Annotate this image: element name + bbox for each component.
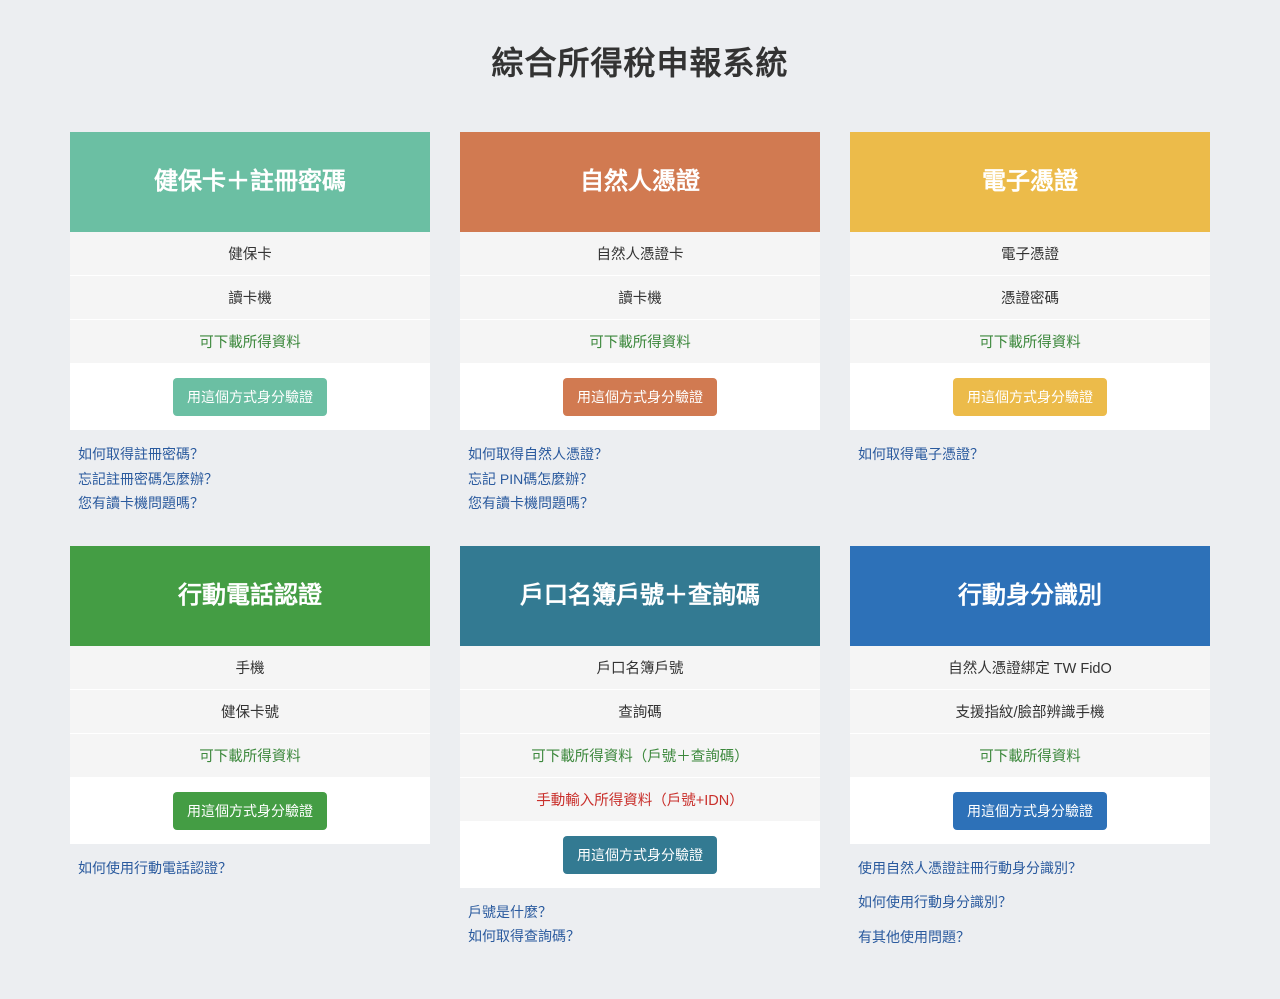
help-link[interactable]: 如何使用行動電話認證？ xyxy=(78,856,422,881)
button-row: 用這個方式身分驗證 xyxy=(70,778,430,844)
help-link[interactable]: 您有讀卡機問題嗎？ xyxy=(468,491,812,516)
requirement-item: 可下載所得資料 xyxy=(70,734,430,778)
authenticate-button[interactable]: 用這個方式身分驗證 xyxy=(173,378,327,416)
help-link[interactable]: 如何取得查詢碼？ xyxy=(468,924,812,949)
requirement-item: 健保卡 xyxy=(70,232,430,276)
requirement-item: 健保卡號 xyxy=(70,690,430,734)
help-links: 戶號是什麼？如何取得查詢碼？ xyxy=(460,888,820,949)
help-link[interactable]: 忘記註冊密碼怎麼辦？ xyxy=(78,467,422,492)
requirement-item: 手動輸入所得資料（戶號+IDN） xyxy=(460,778,820,822)
auth-card-electronic-cert: 電子憑證電子憑證憑證密碼可下載所得資料用這個方式身分驗證如何取得電子憑證？ xyxy=(850,132,1210,516)
authenticate-button[interactable]: 用這個方式身分驗證 xyxy=(953,792,1107,830)
requirement-item: 查詢碼 xyxy=(460,690,820,734)
help-link[interactable]: 忘記 PIN碼怎麼辦？ xyxy=(468,467,812,492)
authenticate-button[interactable]: 用這個方式身分驗證 xyxy=(563,836,717,874)
authenticate-button[interactable]: 用這個方式身分驗證 xyxy=(173,792,327,830)
auth-card-mobile-phone: 行動電話認證手機健保卡號可下載所得資料用這個方式身分驗證如何使用行動電話認證？ xyxy=(70,546,430,960)
authenticate-button[interactable]: 用這個方式身分驗證 xyxy=(563,378,717,416)
card-header: 健保卡＋註冊密碼 xyxy=(70,132,430,232)
help-link[interactable]: 如何取得自然人憑證？ xyxy=(468,442,812,467)
help-links: 如何取得註冊密碼？忘記註冊密碼怎麼辦？您有讀卡機問題嗎？ xyxy=(70,430,430,516)
card-header: 行動身分識別 xyxy=(850,546,1210,646)
card-header: 電子憑證 xyxy=(850,132,1210,232)
help-links: 使用自然人憑證註冊行動身分識別？ 如何使用行動身分識別？ 有其他使用問題？ xyxy=(850,844,1210,960)
requirement-item: 讀卡機 xyxy=(460,276,820,320)
card-body: 健保卡讀卡機可下載所得資料用這個方式身分驗證 xyxy=(70,232,430,430)
auth-card-mobile-id: 行動身分識別自然人憑證綁定 TW FidO支援指紋/臉部辨識手機可下載所得資料用… xyxy=(850,546,1210,960)
help-link[interactable]: 如何取得註冊密碼？ xyxy=(78,442,422,467)
help-link[interactable]: 如何使用行動身分識別？ xyxy=(858,890,1202,915)
requirement-item: 可下載所得資料 xyxy=(850,734,1210,778)
requirement-item: 可下載所得資料 xyxy=(460,320,820,364)
help-link[interactable]: 您有讀卡機問題嗎？ xyxy=(78,491,422,516)
button-row: 用這個方式身分驗證 xyxy=(460,822,820,888)
help-links: 如何使用行動電話認證？ xyxy=(70,844,430,881)
auth-card-household-registry: 戶口名簿戶號＋查詢碼戶口名簿戶號查詢碼可下載所得資料（戶號＋查詢碼）手動輸入所得… xyxy=(460,546,820,960)
button-row: 用這個方式身分驗證 xyxy=(850,778,1210,844)
requirement-item: 自然人憑證綁定 TW FidO xyxy=(850,646,1210,690)
requirement-item: 可下載所得資料 xyxy=(70,320,430,364)
button-row: 用這個方式身分驗證 xyxy=(70,364,430,430)
card-header: 戶口名簿戶號＋查詢碼 xyxy=(460,546,820,646)
requirement-item: 讀卡機 xyxy=(70,276,430,320)
auth-card-natural-person-cert: 自然人憑證自然人憑證卡讀卡機可下載所得資料用這個方式身分驗證如何取得自然人憑證？… xyxy=(460,132,820,516)
cards-grid: 健保卡＋註冊密碼健保卡讀卡機可下載所得資料用這個方式身分驗證如何取得註冊密碼？忘… xyxy=(70,132,1210,959)
requirement-item: 可下載所得資料 xyxy=(850,320,1210,364)
card-body: 手機健保卡號可下載所得資料用這個方式身分驗證 xyxy=(70,646,430,844)
help-link[interactable]: 如何取得電子憑證？ xyxy=(858,442,1202,467)
requirement-item: 自然人憑證卡 xyxy=(460,232,820,276)
requirement-item: 可下載所得資料（戶號＋查詢碼） xyxy=(460,734,820,778)
card-body: 自然人憑證綁定 TW FidO支援指紋/臉部辨識手機可下載所得資料用這個方式身分… xyxy=(850,646,1210,844)
help-links: 如何取得自然人憑證？忘記 PIN碼怎麼辦？您有讀卡機問題嗎？ xyxy=(460,430,820,516)
card-body: 戶口名簿戶號查詢碼可下載所得資料（戶號＋查詢碼）手動輸入所得資料（戶號+IDN）… xyxy=(460,646,820,888)
card-body: 自然人憑證卡讀卡機可下載所得資料用這個方式身分驗證 xyxy=(460,232,820,430)
authenticate-button[interactable]: 用這個方式身分驗證 xyxy=(953,378,1107,416)
card-body: 電子憑證憑證密碼可下載所得資料用這個方式身分驗證 xyxy=(850,232,1210,430)
help-link[interactable]: 有其他使用問題？ xyxy=(858,925,1202,950)
button-row: 用這個方式身分驗證 xyxy=(850,364,1210,430)
requirement-item: 戶口名簿戶號 xyxy=(460,646,820,690)
page-title: 綜合所得稅申報系統 xyxy=(70,38,1210,84)
requirement-item: 憑證密碼 xyxy=(850,276,1210,320)
card-header: 自然人憑證 xyxy=(460,132,820,232)
requirement-item: 電子憑證 xyxy=(850,232,1210,276)
help-links: 如何取得電子憑證？ xyxy=(850,430,1210,467)
requirement-item: 支援指紋/臉部辨識手機 xyxy=(850,690,1210,734)
button-row: 用這個方式身分驗證 xyxy=(460,364,820,430)
auth-card-health-card: 健保卡＋註冊密碼健保卡讀卡機可下載所得資料用這個方式身分驗證如何取得註冊密碼？忘… xyxy=(70,132,430,516)
requirement-item: 手機 xyxy=(70,646,430,690)
card-header: 行動電話認證 xyxy=(70,546,430,646)
help-link[interactable]: 使用自然人憑證註冊行動身分識別？ xyxy=(858,856,1202,881)
help-link[interactable]: 戶號是什麼？ xyxy=(468,900,812,925)
